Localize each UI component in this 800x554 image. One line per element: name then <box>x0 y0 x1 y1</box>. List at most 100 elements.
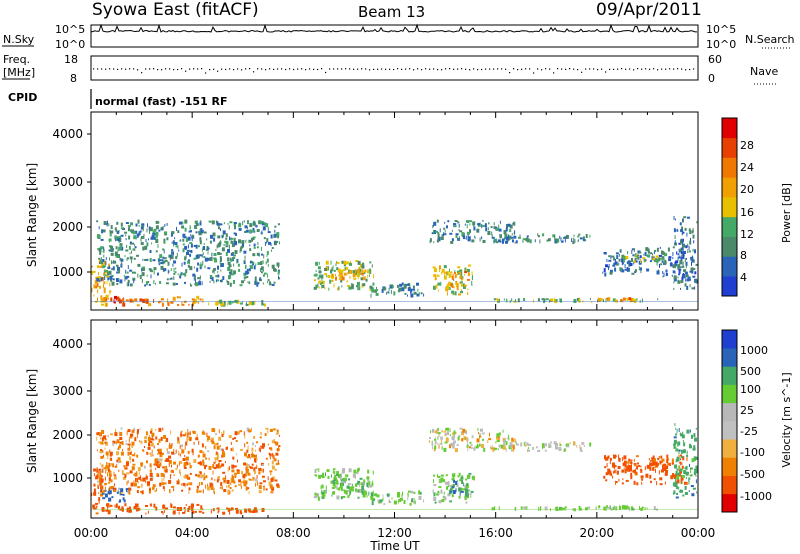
power-cell-5 <box>159 254 163 259</box>
velocity-cell-16 <box>691 458 695 463</box>
power-cell-6 <box>324 273 328 276</box>
power-cell-9 <box>459 281 463 284</box>
power-cell-9 <box>460 290 463 293</box>
velocity-cell-10 <box>449 428 451 433</box>
velocity-cell-7 <box>402 491 403 496</box>
power-cell-5 <box>109 275 113 280</box>
power-cell-5 <box>177 273 179 276</box>
velocity-cell-10 <box>431 445 433 450</box>
velocity-cell-7 <box>372 498 376 501</box>
velocity-cell-14 <box>618 454 620 459</box>
power-cell-9 <box>452 290 454 293</box>
velocity-cell-3 <box>230 507 234 511</box>
power-cell-5 <box>217 252 221 255</box>
velocity-cell-4 <box>231 464 235 469</box>
velocity-cell-4 <box>137 434 139 438</box>
velocity-cell-10 <box>511 437 514 442</box>
velocity-cell-7 <box>410 490 414 493</box>
power-cell-5 <box>175 283 178 285</box>
nave-dot <box>277 68 279 70</box>
velocity-cell-2 <box>194 510 197 513</box>
power-cell-5 <box>165 282 169 285</box>
velocity-cell-7 <box>383 503 386 506</box>
velocity-cell-5 <box>372 480 374 485</box>
velocity-cell-2 <box>180 507 182 511</box>
power-cell-5 <box>244 231 247 233</box>
x-tick-label: 04:00 <box>175 526 210 540</box>
velocity-cell-4 <box>101 490 105 493</box>
power-cell-12 <box>547 238 551 242</box>
power-cell-8 <box>410 291 412 295</box>
velocity-cell-10 <box>444 434 447 437</box>
velocity-cell-1 <box>107 491 110 495</box>
power-cell-5 <box>237 263 240 267</box>
velocity-cell-8 <box>454 472 456 477</box>
velocity-cell-4 <box>218 460 222 462</box>
velocity-cell-4 <box>236 470 240 474</box>
velocity-cell-4 <box>240 448 243 451</box>
power-cell-5 <box>116 265 119 268</box>
power-cell-17 <box>695 263 698 266</box>
velocity-cell-5 <box>333 468 336 471</box>
velocity-cell-15 <box>633 464 636 467</box>
power-cell-5 <box>120 227 124 230</box>
power-cell-15 <box>671 274 673 277</box>
velocity-cell-4 <box>269 429 273 432</box>
velocity-cell-4 <box>171 464 172 468</box>
power-cell-5 <box>119 244 122 248</box>
nave-dot <box>577 69 579 71</box>
velocity-cell-8 <box>447 481 450 486</box>
velocity-cell-4 <box>121 470 124 474</box>
velocity-cell-4 <box>241 481 244 484</box>
power-cell-15 <box>614 261 618 265</box>
power-cell-5 <box>200 228 203 231</box>
power-cell-5 <box>230 237 234 240</box>
nave-dot <box>237 68 239 70</box>
velocity-cell-4 <box>110 463 112 466</box>
power-cell-5 <box>219 241 221 244</box>
power-cell-6 <box>371 264 373 268</box>
velocity-cell-4 <box>154 490 157 493</box>
nave-dot <box>665 68 667 70</box>
velocity-cell-3 <box>253 508 256 513</box>
velocity-cell-4 <box>136 490 139 494</box>
nave-dot <box>153 68 155 70</box>
power-cell-9 <box>447 271 449 275</box>
velocity-cell-6 <box>362 483 364 487</box>
velocity-cell-4 <box>149 452 152 455</box>
velocity-cell-14 <box>658 456 660 459</box>
power-cell-5 <box>253 265 256 270</box>
power-cell-5 <box>220 257 222 262</box>
power-cell-8 <box>381 288 384 293</box>
power-cell-15 <box>661 256 665 261</box>
velocity-cell-4 <box>151 436 153 440</box>
velocity-cell-8 <box>433 492 436 497</box>
nave-dot <box>581 71 583 73</box>
velocity-cell-1 <box>118 487 120 490</box>
power-cell-15 <box>624 264 626 268</box>
power-cell-5 <box>228 225 230 230</box>
power-cell-5 <box>168 270 170 273</box>
velocity-cell-4 <box>252 477 255 480</box>
velocity-cell-10 <box>503 441 506 446</box>
velocity-cell-16 <box>682 494 685 497</box>
nsearch-label: N.Search <box>745 33 795 46</box>
power-cell-5 <box>187 244 189 249</box>
power-cell-17 <box>688 228 691 232</box>
power-cell-5 <box>180 239 182 242</box>
velocity-cell-3 <box>222 511 226 515</box>
power-cell-6 <box>348 286 352 290</box>
power-cell-16 <box>652 255 654 258</box>
velocity-cell-10 <box>465 431 468 435</box>
velocity-cell-4 <box>265 457 268 460</box>
power-cell-9 <box>449 271 453 274</box>
velocity-cell-11 <box>502 445 506 450</box>
velocity-cell-3 <box>212 508 215 512</box>
velocity-cell-4 <box>113 476 117 480</box>
power-cell-15 <box>621 269 625 273</box>
velocity-cell-16 <box>678 449 681 452</box>
power-cell-17 <box>692 275 696 278</box>
velocity-cell-16 <box>694 469 698 473</box>
power-cell-5 <box>137 263 141 267</box>
velocity-cell-8 <box>470 495 472 498</box>
